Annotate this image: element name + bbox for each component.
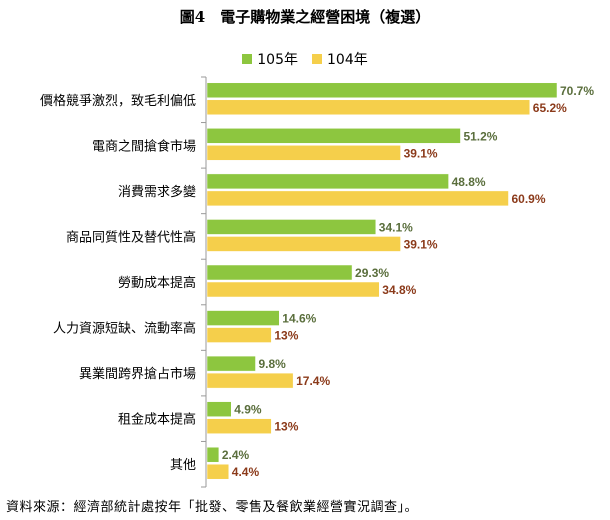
data-label-104: 4.4% xyxy=(232,465,260,479)
bar-105 xyxy=(206,173,449,190)
legend-label-105: 105年 xyxy=(257,52,298,68)
legend-label-104: 104年 xyxy=(327,52,368,68)
bar-104 xyxy=(206,236,401,252)
category-label: 人力資源短缺、流動率高 xyxy=(53,321,196,337)
data-label-105: 9.8% xyxy=(259,357,287,371)
data-label-104: 17.4% xyxy=(296,374,330,388)
legend-item-105: 105年 xyxy=(242,49,298,69)
bar-105 xyxy=(206,264,353,281)
bar-104 xyxy=(206,190,509,207)
category-label: 消費需求多變 xyxy=(118,184,196,200)
data-label-105: 51.2% xyxy=(463,129,497,143)
data-label-105: 29.3% xyxy=(355,266,389,280)
bar-105 xyxy=(206,401,232,417)
data-label-105: 34.1% xyxy=(379,220,413,234)
data-label-104: 39.1% xyxy=(404,237,438,251)
data-label-104: 39.1% xyxy=(404,146,438,160)
data-label-105: 4.9% xyxy=(234,403,262,417)
category-label: 商品同質性及替代性高 xyxy=(66,229,196,245)
bar-104 xyxy=(206,372,294,389)
data-label-104: 13% xyxy=(274,329,298,343)
legend-item-104: 104年 xyxy=(312,49,368,69)
bar-104 xyxy=(206,463,230,480)
bar-104 xyxy=(206,145,401,161)
category-label: 價格競爭激烈，致毛利偏低 xyxy=(40,93,196,109)
data-label-104: 65.2% xyxy=(533,101,567,115)
data-label-104: 13% xyxy=(274,420,298,434)
category-label: 電商之間搶食市場 xyxy=(92,138,196,154)
bar-105 xyxy=(206,219,377,235)
bar-105 xyxy=(206,128,461,144)
category-label: 異業間跨界搶占市場 xyxy=(79,366,196,382)
bar-105 xyxy=(206,82,558,99)
chart-title: 圖4 電子購物業之經營困境（複選） xyxy=(179,8,431,26)
bar-104 xyxy=(206,418,272,434)
data-label-105: 70.7% xyxy=(560,84,594,98)
bar-105 xyxy=(206,355,256,372)
category-label: 租金成本提高 xyxy=(118,412,196,428)
bar-104 xyxy=(206,327,272,343)
category-label: 其他 xyxy=(170,458,196,473)
legend-swatch-105 xyxy=(242,54,253,64)
data-label-104: 60.9% xyxy=(511,192,545,206)
legend-swatch-104 xyxy=(312,54,322,64)
data-label-104: 34.8% xyxy=(382,283,416,297)
data-label-105: 14.6% xyxy=(282,312,316,326)
source-note: 資料來源：經濟部統計處按年「批發、零售及餐飲業經營實況調查」。 xyxy=(6,500,419,515)
chart-legend: 105年 104年 xyxy=(0,49,610,69)
category-label: 勞動成本提高 xyxy=(118,275,196,291)
bar-105 xyxy=(206,446,220,463)
data-label-105: 48.8% xyxy=(452,175,486,189)
bar-104 xyxy=(206,99,531,116)
bar-105 xyxy=(206,310,280,326)
data-label-105: 2.4% xyxy=(222,448,250,462)
bar-104 xyxy=(206,281,380,298)
